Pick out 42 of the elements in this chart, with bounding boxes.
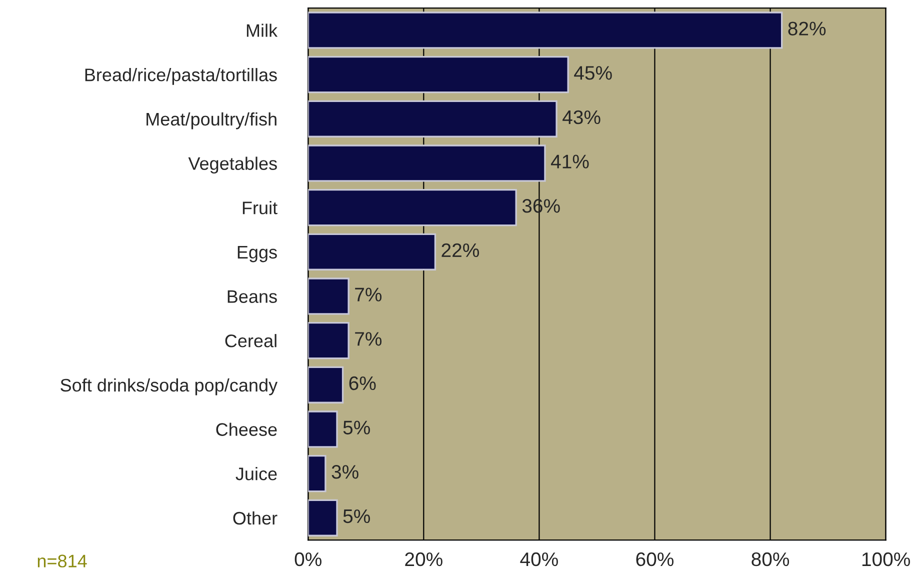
data-label: 5% xyxy=(343,420,370,434)
x-tick-label: 100% xyxy=(862,552,910,566)
data-label: 7% xyxy=(355,288,382,302)
y-tick-label: Milk xyxy=(246,24,278,37)
x-tick-label: 60% xyxy=(636,552,674,566)
bar xyxy=(308,499,338,536)
data-label: 3% xyxy=(332,465,358,479)
text: n=814 xyxy=(38,554,87,568)
x-tick-label: 20% xyxy=(405,552,442,566)
y-tick-label: Eggs xyxy=(238,246,277,262)
bar xyxy=(308,455,326,492)
data-label: 7% xyxy=(355,332,382,346)
y-tick-label: Juice xyxy=(236,467,277,480)
x-tick-label: 80% xyxy=(752,552,790,566)
data-label: 43% xyxy=(562,110,600,124)
bar xyxy=(308,56,569,94)
y-tick-label: Vegetables xyxy=(188,156,277,174)
x-tick-label: 0% xyxy=(294,552,322,566)
y-tick-label: Beans xyxy=(228,290,277,303)
data-label: 82% xyxy=(788,22,826,36)
x-tick-label: 40% xyxy=(520,552,558,566)
data-label: 41% xyxy=(550,154,589,168)
data-label: 22% xyxy=(442,243,479,258)
bar xyxy=(308,12,783,49)
data-label: 45% xyxy=(574,66,612,80)
bar xyxy=(308,410,338,448)
bar xyxy=(308,322,350,360)
y-tick-label: Cereal xyxy=(225,334,276,348)
bar xyxy=(308,366,344,404)
bar xyxy=(308,100,558,138)
bar xyxy=(308,144,546,182)
bar xyxy=(308,189,517,226)
data-label: 6% xyxy=(349,376,376,390)
y-tick-label: Bread/rice/pasta/tortillas xyxy=(85,68,277,85)
bar xyxy=(308,233,436,270)
y-tick-label: Cheese xyxy=(216,422,277,436)
y-tick-label: Soft drinks/soda pop/candy xyxy=(60,378,278,396)
y-tick-label: Other xyxy=(233,511,278,525)
y-tick-label: Meat/poultry/fish xyxy=(146,112,276,130)
bar xyxy=(308,278,350,315)
y-tick-label: Fruit xyxy=(242,201,278,214)
data-label: 5% xyxy=(343,509,370,524)
